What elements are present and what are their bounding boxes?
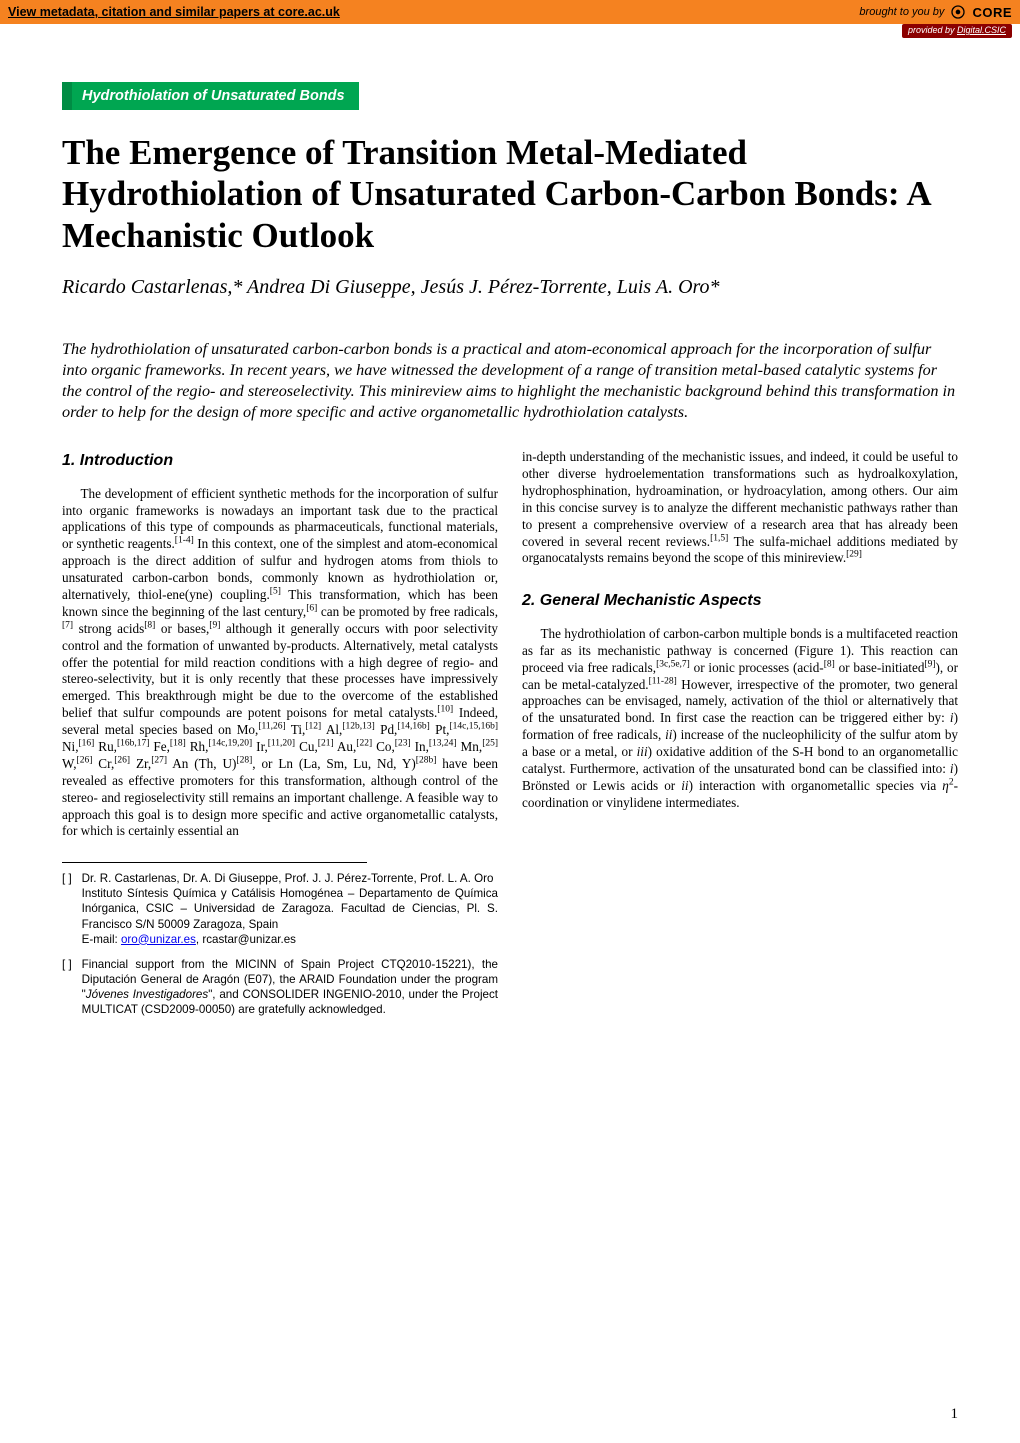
core-logo-text: CORE xyxy=(972,5,1012,20)
column-right: in-depth understanding of the mechanisti… xyxy=(522,449,958,1027)
provided-source: Digital.CSIC xyxy=(957,25,1006,35)
core-banner: View metadata, citation and similar pape… xyxy=(0,0,1020,24)
page-content: Hydrothiolation of Unsaturated Bonds The… xyxy=(0,38,1020,1027)
footnote-marker: [ ] xyxy=(62,871,72,946)
email-label: E-mail: xyxy=(82,933,121,946)
section-head-mechanistic: 2. General Mechanistic Aspects xyxy=(522,591,958,611)
core-right: brought to you by CORE xyxy=(859,4,1012,20)
abstract: The hydrothiolation of unsaturated carbo… xyxy=(62,339,958,423)
footnote-body-2: Financial support from the MICINN of Spa… xyxy=(82,957,498,1017)
core-prefix: brought to you by xyxy=(859,6,944,18)
two-column-body: 1. Introduction The development of effic… xyxy=(62,449,958,1027)
email-link[interactable]: oro@unizar.es xyxy=(121,933,196,946)
mechanistic-paragraph: The hydrothiolation of carbon-carbon mul… xyxy=(522,626,958,812)
footnote-funding: [ ] Financial support from the MICINN of… xyxy=(62,957,498,1017)
intro-paragraph: The development of efficient synthetic m… xyxy=(62,486,498,841)
column-left: 1. Introduction The development of effic… xyxy=(62,449,498,1027)
footnote-affil-text: Dr. R. Castarlenas, Dr. A. Di Giuseppe, … xyxy=(82,872,498,930)
article-title: The Emergence of Transition Metal-Mediat… xyxy=(62,132,958,256)
provided-by-bar: provided by Digital.CSIC xyxy=(0,24,1020,38)
email-rest: , rcastar@unizar.es xyxy=(196,933,296,946)
funding-italic: Jóvenes Investigadores xyxy=(86,988,208,1001)
authors-line: Ricardo Castarlenas,* Andrea Di Giuseppe… xyxy=(62,276,958,299)
core-metadata-link[interactable]: View metadata, citation and similar pape… xyxy=(8,5,340,19)
page-number: 1 xyxy=(951,1406,959,1423)
provided-prefix: provided by xyxy=(908,25,957,35)
footnote-marker: [ ] xyxy=(62,957,72,1017)
category-tag: Hydrothiolation of Unsaturated Bonds xyxy=(62,82,359,110)
footnote-rule xyxy=(62,862,367,863)
provided-by-chip[interactable]: provided by Digital.CSIC xyxy=(902,24,1012,38)
footnote-affiliation: [ ] Dr. R. Castarlenas, Dr. A. Di Giusep… xyxy=(62,871,498,946)
section-head-intro: 1. Introduction xyxy=(62,451,498,471)
footnote-body-1: Dr. R. Castarlenas, Dr. A. Di Giuseppe, … xyxy=(82,871,498,946)
intro-continuation: in-depth understanding of the mechanisti… xyxy=(522,449,958,567)
core-logo-icon xyxy=(950,4,966,20)
